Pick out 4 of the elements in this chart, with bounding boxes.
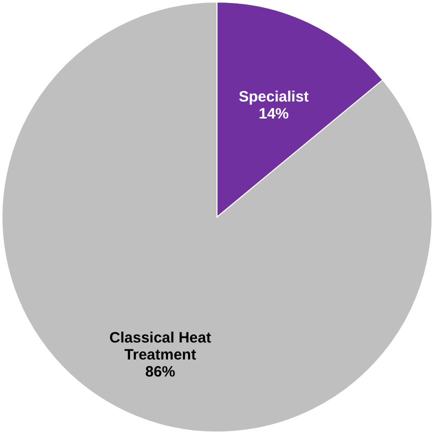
slice-label: Classical Heat Treatment [109, 330, 212, 364]
slice-label: Specialist [238, 88, 309, 106]
data-label: 86% [145, 364, 176, 381]
data-label: 14% [258, 105, 289, 122]
